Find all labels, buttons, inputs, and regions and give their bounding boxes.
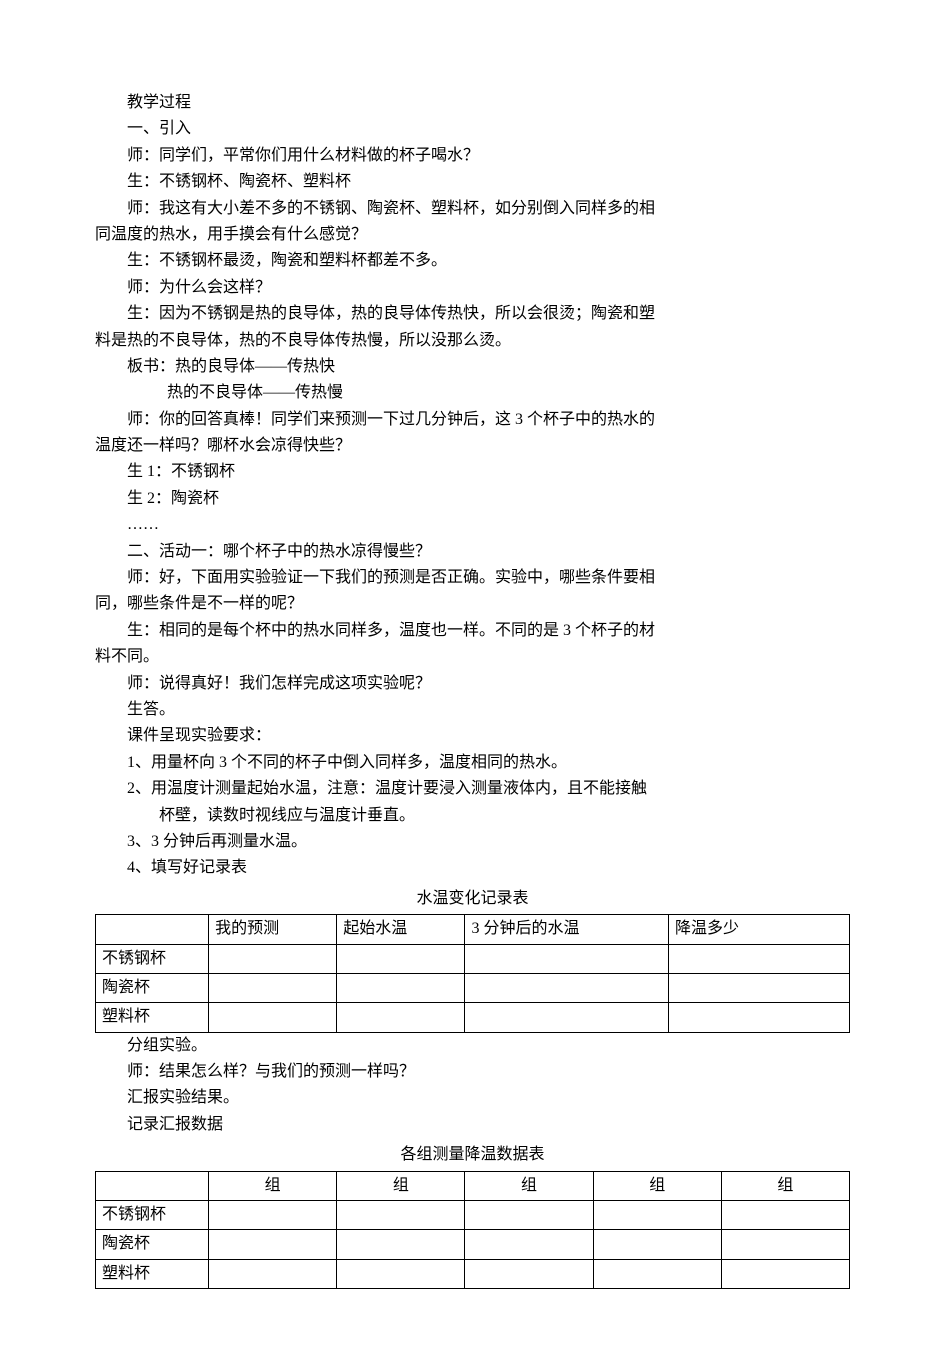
table-cell [337, 1201, 465, 1230]
table-header-row: 我的预测 起始水温 3 分钟后的水温 降温多少 [96, 915, 850, 944]
dialogue-teacher: 师：为什么会这样？ [95, 275, 850, 301]
table-cell [593, 1230, 721, 1259]
dialogue-teacher: 师：同学们，平常你们用什么材料做的杯子喝水？ [95, 143, 850, 169]
table-cell [209, 973, 337, 1002]
table-cell [465, 1201, 593, 1230]
table-title: 各组测量降温数据表 [95, 1142, 850, 1168]
table-header-cell: 组 [593, 1171, 721, 1200]
table-cell: 不锈钢杯 [96, 944, 209, 973]
dialogue-student: 生：相同的是每个杯中的热水同样多，温度也一样。不同的是 3 个杯子的材 [95, 618, 850, 644]
table-header-cell: 组 [209, 1171, 337, 1200]
dialogue-student: 生 1：不锈钢杯 [95, 459, 850, 485]
table-header-cell [96, 1171, 209, 1200]
list-item-continuation: 杯壁，读数时视线应与温度计垂直。 [95, 803, 850, 829]
table-cell [209, 1230, 337, 1259]
dialogue-continuation: 温度还一样吗？哪杯水会凉得快些？ [95, 433, 850, 459]
table-cell [669, 944, 850, 973]
table-row: 陶瓷杯 [96, 973, 850, 1002]
dialogue-continuation: 同，哪些条件是不一样的呢？ [95, 591, 850, 617]
table-header-cell [96, 915, 209, 944]
table-cell [669, 1003, 850, 1032]
list-item: 2、用温度计测量起始水温，注意：温度计要浸入测量液体内，且不能接触 [95, 776, 850, 802]
table-cell [337, 1259, 465, 1288]
table-title: 水温变化记录表 [95, 886, 850, 912]
dialogue-student: 生：不锈钢杯、陶瓷杯、塑料杯 [95, 169, 850, 195]
paragraph: 分组实验。 [95, 1033, 850, 1059]
dialogue-student: 生：不锈钢杯最烫，陶瓷和塑料杯都差不多。 [95, 248, 850, 274]
dialogue-student: 生：因为不锈钢是热的良导体，热的良导体传热快，所以会很烫；陶瓷和塑 [95, 301, 850, 327]
table-cell [465, 973, 669, 1002]
table-cell [209, 1003, 337, 1032]
table-cell [337, 1003, 465, 1032]
ellipsis: …… [95, 512, 850, 538]
table-row: 塑料杯 [96, 1259, 850, 1288]
table-cell: 不锈钢杯 [96, 1201, 209, 1230]
table-cell [465, 1230, 593, 1259]
table-header-cell: 我的预测 [209, 915, 337, 944]
dialogue-student: 生答。 [95, 697, 850, 723]
table-cell [465, 944, 669, 973]
table-cell [669, 973, 850, 1002]
dialogue-continuation: 料不同。 [95, 644, 850, 670]
table-cell [209, 1259, 337, 1288]
paragraph: 记录汇报数据 [95, 1112, 850, 1138]
dialogue-teacher: 师：结果怎么样？与我们的预测一样吗？ [95, 1059, 850, 1085]
table-header-cell: 降温多少 [669, 915, 850, 944]
dialogue-teacher: 师：我这有大小差不多的不锈钢、陶瓷杯、塑料杯，如分别倒入同样多的相 [95, 196, 850, 222]
table-cell [721, 1201, 849, 1230]
list-item: 1、用量杯向 3 个不同的杯子中倒入同样多，温度相同的热水。 [95, 750, 850, 776]
table-cell [209, 1201, 337, 1230]
table-cell: 陶瓷杯 [96, 1230, 209, 1259]
table-header-cell: 起始水温 [337, 915, 465, 944]
list-item: 4、填写好记录表 [95, 855, 850, 881]
table-row: 不锈钢杯 [96, 1201, 850, 1230]
table-cell [209, 944, 337, 973]
board-writing: 热的不良导体——传热慢 [95, 380, 850, 406]
table-cell [337, 973, 465, 1002]
table-row: 陶瓷杯 [96, 1230, 850, 1259]
board-writing: 板书：热的良导体——传热快 [95, 354, 850, 380]
table-cell: 陶瓷杯 [96, 973, 209, 1002]
section-heading: 一、引入 [95, 116, 850, 142]
table-cell [721, 1230, 849, 1259]
dialogue-teacher: 师：好，下面用实验验证一下我们的预测是否正确。实验中，哪些条件要相 [95, 565, 850, 591]
section-heading: 二、活动一：哪个杯子中的热水凉得慢些？ [95, 539, 850, 565]
paragraph: 教学过程 [95, 90, 850, 116]
table-header-cell: 组 [465, 1171, 593, 1200]
temperature-record-table: 我的预测 起始水温 3 分钟后的水温 降温多少 不锈钢杯 陶瓷杯 塑料杯 [95, 914, 850, 1033]
table-cell [593, 1201, 721, 1230]
dialogue-continuation: 料是热的不良导体，热的不良导体传热慢，所以没那么烫。 [95, 328, 850, 354]
table-row: 塑料杯 [96, 1003, 850, 1032]
group-measurement-table: 组 组 组 组 组 不锈钢杯 陶瓷杯 塑料杯 [95, 1171, 850, 1290]
dialogue-student: 生 2：陶瓷杯 [95, 486, 850, 512]
list-item: 3、3 分钟后再测量水温。 [95, 829, 850, 855]
table-cell: 塑料杯 [96, 1259, 209, 1288]
table-header-cell: 组 [721, 1171, 849, 1200]
table-row: 不锈钢杯 [96, 944, 850, 973]
dialogue-continuation: 同温度的热水，用手摸会有什么感觉？ [95, 222, 850, 248]
dialogue-teacher: 师：你的回答真棒！同学们来预测一下过几分钟后，这 3 个杯子中的热水的 [95, 407, 850, 433]
table-header-row: 组 组 组 组 组 [96, 1171, 850, 1200]
table-header-cell: 组 [337, 1171, 465, 1200]
table-cell [593, 1259, 721, 1288]
table-cell: 塑料杯 [96, 1003, 209, 1032]
table-cell [337, 944, 465, 973]
table-cell [721, 1259, 849, 1288]
document-page: 教学过程 一、引入 师：同学们，平常你们用什么材料做的杯子喝水？ 生：不锈钢杯、… [0, 0, 945, 1349]
table-cell [465, 1259, 593, 1288]
paragraph: 课件呈现实验要求： [95, 723, 850, 749]
table-header-cell: 3 分钟后的水温 [465, 915, 669, 944]
paragraph: 汇报实验结果。 [95, 1085, 850, 1111]
dialogue-teacher: 师：说得真好！我们怎样完成这项实验呢？ [95, 671, 850, 697]
table-cell [465, 1003, 669, 1032]
table-cell [337, 1230, 465, 1259]
